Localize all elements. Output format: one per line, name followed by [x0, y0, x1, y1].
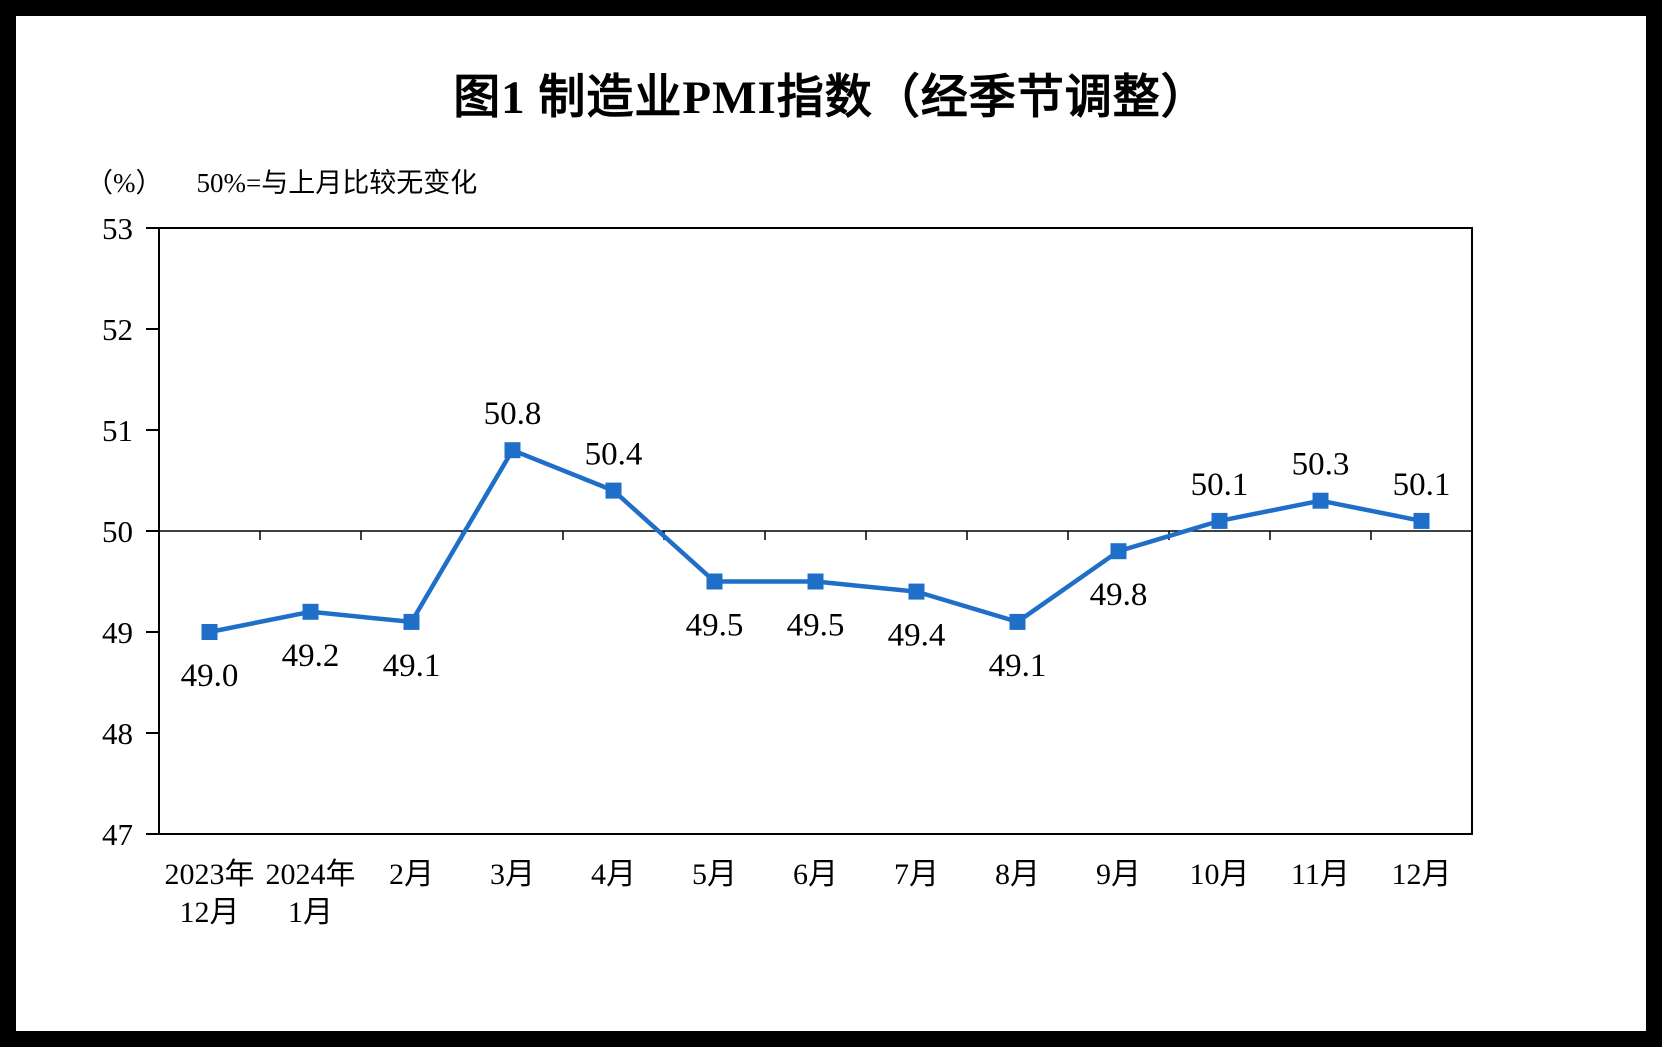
- y-tick-label: 48: [102, 716, 133, 751]
- data-point-label: 50.8: [484, 396, 542, 432]
- x-tick-label: 11月: [1291, 858, 1350, 891]
- pmi-line-chart: 53 52 51 50 49 48 47 49.0 49.2 49.1 50.8 50.4 49.5 49…: [102, 211, 1473, 929]
- x-tick-label: 6月: [793, 858, 838, 891]
- x-tick-label: 7月: [894, 858, 939, 891]
- data-point-label: 49.5: [787, 608, 845, 644]
- data-point-marker: [1110, 543, 1127, 560]
- data-point-label: 49.2: [282, 638, 340, 674]
- data-point-marker: [908, 583, 925, 600]
- data-point-label: 50.1: [1191, 467, 1249, 503]
- y-tick-label: 49: [102, 615, 133, 650]
- x-tick-label: 9月: [1096, 858, 1141, 891]
- y-axis-unit-label: （%）: [86, 168, 163, 198]
- data-point-marker: [706, 573, 723, 590]
- data-point-label: 49.1: [989, 648, 1047, 684]
- data-point-marker: [1413, 512, 1430, 529]
- y-tick-label: 47: [102, 817, 133, 852]
- x-tick-label: 2024年 1月: [266, 858, 356, 929]
- data-point-label: 49.4: [888, 618, 946, 654]
- x-tick-label: 2023年 12月: [165, 858, 255, 929]
- data-point-marker: [201, 624, 218, 640]
- data-point-marker: [302, 603, 319, 620]
- y-tick-label: 50: [102, 514, 133, 549]
- chart-title: 图1 制造业PMI指数（经季节调整）: [453, 72, 1209, 124]
- y-tick-label: 52: [102, 312, 133, 347]
- data-point-label: 49.1: [383, 648, 441, 684]
- x-tick-label: 4月: [591, 858, 636, 891]
- x-tick-label: 10月: [1190, 858, 1250, 891]
- data-point-label: 50.1: [1393, 467, 1451, 503]
- data-point-label: 50.3: [1292, 447, 1350, 483]
- chart-page: 图1 制造业PMI指数（经季节调整） （%） 50%=与上月比较无变化 53 52…: [16, 16, 1646, 1031]
- data-point-marker: [1211, 512, 1228, 529]
- x-tick-label: 5月: [692, 858, 737, 891]
- data-point-label: 49.0: [181, 658, 239, 694]
- x-tick-label: 12月: [1392, 858, 1452, 891]
- chart-area: 53 52 51 50 49 48 47 49.0 49.2 49.1 50.8 50.4 49.5 49…: [24, 206, 1646, 1001]
- data-point-marker: [1312, 492, 1329, 509]
- data-point-marker: [403, 613, 420, 630]
- data-point-label: 49.5: [686, 608, 744, 644]
- x-tick-label: 8月: [995, 858, 1040, 891]
- y-tick-label: 51: [102, 413, 133, 448]
- data-point-marker: [605, 482, 622, 499]
- x-tick-label: 3月: [490, 858, 535, 891]
- y-tick-label: 53: [102, 211, 133, 246]
- x-tick-label: 2月: [389, 858, 434, 891]
- data-point-marker: [807, 573, 824, 590]
- data-point-label: 50.4: [585, 437, 643, 473]
- reference-note: 50%=与上月比较无变化: [196, 168, 478, 198]
- data-point-marker: [504, 442, 521, 459]
- data-point-marker: [1009, 613, 1026, 630]
- chart-subtitle: （%） 50%=与上月比较无变化: [86, 161, 1646, 200]
- data-point-label: 49.8: [1090, 577, 1148, 613]
